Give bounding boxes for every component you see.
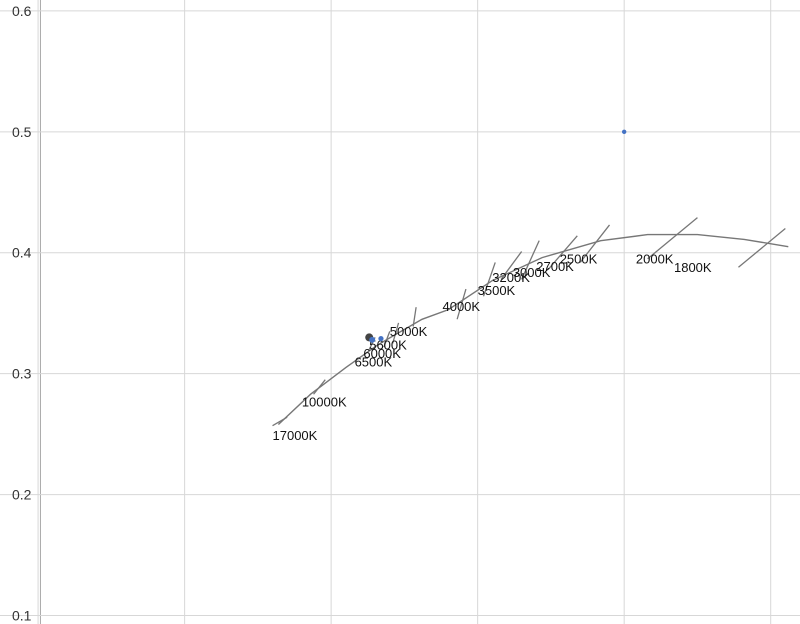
data-point-3: [378, 336, 384, 342]
planckian-locus: [277, 233, 789, 426]
data-points: [365, 129, 627, 343]
isotemperature-line-4000k: [456, 288, 467, 320]
isotemperature-line-3500k: [482, 262, 496, 297]
data-point-2: [369, 336, 376, 343]
cct-label-5600k: 5600K: [369, 337, 407, 352]
isotemperature-line-1800k: [738, 228, 786, 268]
cct-label-3000k: 3000K: [513, 265, 551, 280]
cct-label-2500k: 2500K: [560, 252, 598, 267]
tick-labels: 0.1 0.2 0.3 0.4 0.5 0.6: [12, 3, 32, 624]
y-tick-label: 0.4: [12, 245, 32, 261]
isotemperature-line-5000k: [412, 307, 417, 327]
cct-label-5000k: 5000K: [390, 324, 428, 339]
isotemperature-line-5600k: [392, 322, 400, 344]
isotemperature-lines: [272, 217, 786, 427]
isotemperature-line-2500k: [579, 224, 611, 263]
cct-label-3500k: 3500K: [478, 283, 516, 298]
y-tick-label: 0.6: [12, 3, 32, 19]
isotemperature-line-3000k: [521, 240, 540, 280]
y-tick-label: 0.2: [12, 487, 32, 503]
y-tick-label: 0.1: [12, 608, 32, 624]
cct-label-2700k: 2700K: [536, 259, 574, 274]
cct-label-1800k: 1800K: [674, 260, 712, 275]
cct-label-2000k: 2000K: [636, 252, 674, 267]
isotemperature-line-6000k: [383, 331, 391, 348]
cct-label-17000k: 17000K: [273, 428, 318, 443]
planckian-locus-group: [277, 233, 789, 426]
cct-label-6500k: 6500K: [355, 354, 393, 369]
y-tick-label: 0.5: [12, 124, 32, 140]
isotemperature-line-2700k: [547, 235, 578, 271]
cct-label-4000k: 4000K: [442, 299, 480, 314]
isotemperature-line-17000k: [272, 416, 288, 427]
y-tick-label: 0.3: [12, 366, 32, 382]
isotemperature-line-3200k: [500, 251, 523, 280]
isotemperature-line-10000k: [313, 379, 326, 395]
cct-label-10000k: 10000K: [302, 394, 347, 409]
cct-label-6000k: 6000K: [363, 346, 401, 361]
cct-label-3200k: 3200K: [492, 270, 530, 285]
data-point-0: [621, 129, 627, 135]
isotemperature-line-2000k: [647, 217, 698, 260]
